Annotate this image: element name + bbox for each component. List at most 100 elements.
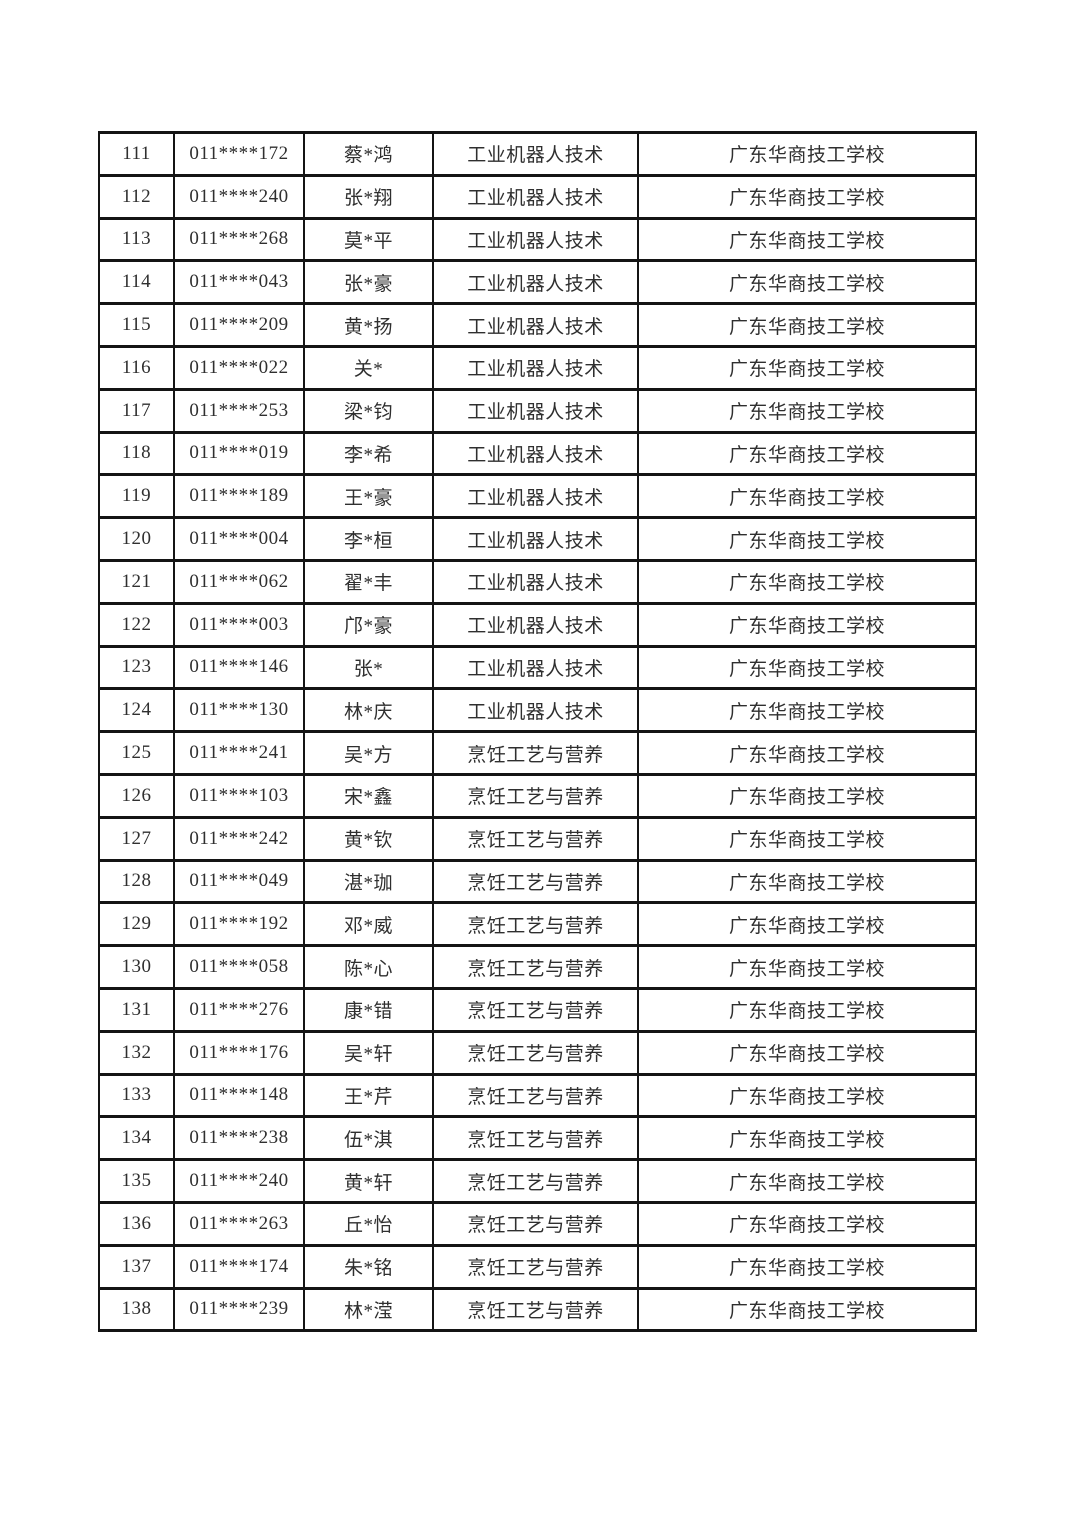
cell-school: 广东华商技工学校 (637, 1286, 977, 1333)
cell-seq-number: 112 (98, 173, 175, 220)
cell-candidate-name: 康*错 (303, 986, 434, 1033)
cell-school: 广东华商技工学校 (637, 815, 977, 862)
cell-school: 广东华商技工学校 (637, 216, 977, 263)
cell-school: 广东华商技工学校 (637, 1200, 977, 1247)
cell-seq-number: 113 (98, 216, 175, 263)
cell-major: 工业机器人技术 (432, 473, 639, 520)
admission-list-table-container: 111 011****172 蔡*鸿 工业机器人技术 广东华商技工学校 112 011***… (98, 131, 977, 1333)
cell-candidate-id: 011****176 (173, 1029, 305, 1076)
cell-major: 工业机器人技术 (432, 216, 639, 263)
cell-candidate-id: 011****103 (173, 772, 305, 819)
table-row: 135 011****240 黄*轩 烹饪工艺与营养 广东华商技工学校 (98, 1158, 977, 1204)
cell-seq-number: 122 (98, 601, 175, 648)
table-row: 126 011****103 宋*鑫 烹饪工艺与营养 广东华商技工学校 (98, 772, 977, 819)
cell-school: 广东华商技工学校 (637, 131, 977, 177)
table-row: 113 011****268 莫*平 工业机器人技术 广东华商技工学校 (98, 216, 977, 263)
cell-school: 广东华商技工学校 (637, 858, 977, 905)
table-row: 130 011****058 陈*心 烹饪工艺与营养 广东华商技工学校 (98, 944, 977, 990)
cell-candidate-name: 梁*钧 (303, 387, 434, 434)
cell-school: 广东华商技工学校 (637, 302, 977, 348)
cell-candidate-id: 011****263 (173, 1200, 305, 1247)
table-row: 127 011****242 黄*钦 烹饪工艺与营养 广东华商技工学校 (98, 815, 977, 862)
cell-school: 广东华商技工学校 (637, 259, 977, 306)
cell-major: 工业机器人技术 (432, 302, 639, 348)
cell-major: 烹饪工艺与营养 (432, 944, 639, 990)
cell-candidate-id: 011****172 (173, 131, 305, 177)
cell-major: 工业机器人技术 (432, 387, 639, 434)
cell-seq-number: 118 (98, 430, 175, 477)
table-row: 136 011****263 丘*怡 烹饪工艺与营养 广东华商技工学校 (98, 1200, 977, 1247)
cell-candidate-id: 011****003 (173, 601, 305, 648)
cell-major: 工业机器人技术 (432, 131, 639, 177)
admission-list-table: 111 011****172 蔡*鸿 工业机器人技术 广东华商技工学校 112 011***… (98, 131, 977, 1333)
cell-candidate-name: 关* (303, 344, 434, 391)
cell-seq-number: 124 (98, 687, 175, 734)
cell-major: 烹饪工艺与营养 (432, 986, 639, 1033)
table-row: 138 011****239 林*滢 烹饪工艺与营养 广东华商技工学校 (98, 1286, 977, 1333)
cell-seq-number: 127 (98, 815, 175, 862)
table-row: 122 011****003 邝*豪 工业机器人技术 广东华商技工学校 (98, 601, 977, 648)
table-row: 124 011****130 林*庆 工业机器人技术 广东华商技工学校 (98, 687, 977, 734)
cell-major: 工业机器人技术 (432, 644, 639, 691)
cell-seq-number: 111 (98, 131, 175, 177)
cell-major: 工业机器人技术 (432, 430, 639, 477)
table-row: 131 011****276 康*错 烹饪工艺与营养 广东华商技工学校 (98, 986, 977, 1033)
cell-candidate-id: 011****062 (173, 558, 305, 605)
cell-candidate-name: 林*庆 (303, 687, 434, 734)
cell-major: 烹饪工艺与营养 (432, 1243, 639, 1290)
cell-candidate-name: 吴*方 (303, 730, 434, 776)
cell-seq-number: 135 (98, 1158, 175, 1204)
admission-list-body: 111 011****172 蔡*鸿 工业机器人技术 广东华商技工学校 112 011***… (98, 131, 977, 1333)
cell-school: 广东华商技工学校 (637, 344, 977, 391)
cell-candidate-name: 张*翔 (303, 173, 434, 220)
cell-seq-number: 117 (98, 387, 175, 434)
table-row: 128 011****049 湛*珈 烹饪工艺与营养 广东华商技工学校 (98, 858, 977, 905)
cell-school: 广东华商技工学校 (637, 516, 977, 562)
cell-school: 广东华商技工学校 (637, 430, 977, 477)
cell-school: 广东华商技工学校 (637, 387, 977, 434)
cell-candidate-id: 011****148 (173, 1072, 305, 1119)
cell-candidate-name: 伍*淇 (303, 1115, 434, 1162)
cell-school: 广东华商技工学校 (637, 1115, 977, 1162)
cell-major: 工业机器人技术 (432, 601, 639, 648)
cell-candidate-id: 011****192 (173, 901, 305, 948)
cell-major: 工业机器人技术 (432, 173, 639, 220)
cell-candidate-name: 吴*轩 (303, 1029, 434, 1076)
cell-candidate-id: 011****242 (173, 815, 305, 862)
cell-candidate-id: 011****130 (173, 687, 305, 734)
cell-candidate-id: 011****004 (173, 516, 305, 562)
cell-school: 广东华商技工学校 (637, 1072, 977, 1119)
cell-seq-number: 138 (98, 1286, 175, 1333)
cell-school: 广东华商技工学校 (637, 986, 977, 1033)
cell-seq-number: 121 (98, 558, 175, 605)
cell-candidate-id: 011****174 (173, 1243, 305, 1290)
cell-major: 烹饪工艺与营养 (432, 1158, 639, 1204)
cell-school: 广东华商技工学校 (637, 1243, 977, 1290)
cell-candidate-name: 蔡*鸿 (303, 131, 434, 177)
cell-candidate-id: 011****043 (173, 259, 305, 306)
table-row: 116 011****022 关* 工业机器人技术 广东华商技工学校 (98, 344, 977, 391)
cell-seq-number: 131 (98, 986, 175, 1033)
cell-major: 工业机器人技术 (432, 344, 639, 391)
cell-candidate-id: 011****239 (173, 1286, 305, 1333)
table-row: 114 011****043 张*豪 工业机器人技术 广东华商技工学校 (98, 259, 977, 306)
cell-major: 烹饪工艺与营养 (432, 858, 639, 905)
cell-seq-number: 128 (98, 858, 175, 905)
cell-seq-number: 123 (98, 644, 175, 691)
cell-candidate-name: 李*希 (303, 430, 434, 477)
cell-candidate-id: 011****240 (173, 173, 305, 220)
cell-candidate-id: 011****268 (173, 216, 305, 263)
cell-major: 工业机器人技术 (432, 687, 639, 734)
cell-seq-number: 120 (98, 516, 175, 562)
table-row: 119 011****189 王*豪 工业机器人技术 广东华商技工学校 (98, 473, 977, 520)
cell-candidate-name: 黄*扬 (303, 302, 434, 348)
table-row: 112 011****240 张*翔 工业机器人技术 广东华商技工学校 (98, 173, 977, 220)
cell-candidate-name: 张* (303, 644, 434, 691)
cell-candidate-id: 011****238 (173, 1115, 305, 1162)
cell-seq-number: 115 (98, 302, 175, 348)
cell-candidate-name: 莫*平 (303, 216, 434, 263)
cell-candidate-id: 011****146 (173, 644, 305, 691)
table-row: 121 011****062 翟*丰 工业机器人技术 广东华商技工学校 (98, 558, 977, 605)
table-row: 118 011****019 李*希 工业机器人技术 广东华商技工学校 (98, 430, 977, 477)
cell-candidate-name: 黄*钦 (303, 815, 434, 862)
